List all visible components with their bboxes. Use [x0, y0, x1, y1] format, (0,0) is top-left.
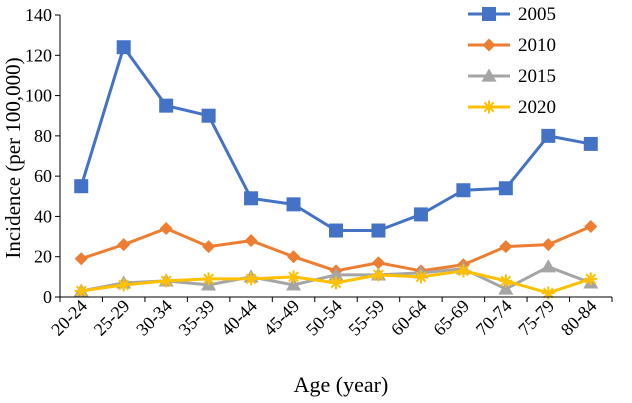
data-point-2005 [498, 181, 513, 196]
data-point-2010 [584, 220, 598, 233]
data-point-2005 [541, 128, 556, 143]
y-tick-label: 20 [34, 247, 52, 267]
x-tick-label: 55-59 [344, 296, 388, 340]
y-tick-label: 80 [34, 126, 52, 146]
y-tick-label: 40 [34, 206, 52, 226]
y-tick-label: 120 [25, 45, 52, 65]
data-point-2005 [286, 197, 301, 212]
x-axis-label: Age (year) [294, 372, 389, 397]
y-tick-label: 60 [34, 166, 52, 186]
series-layer [73, 40, 599, 300]
data-point-2010 [244, 234, 258, 248]
data-point-2020 [202, 272, 216, 286]
data-point-2015 [498, 281, 514, 295]
data-point-2005 [159, 98, 174, 113]
legend: 2005 2010 2015 2020 [468, 4, 556, 118]
series-2020 [74, 264, 598, 300]
legend-label: 2015 [518, 66, 556, 87]
legend-marker [482, 100, 496, 114]
data-point-2010 [499, 240, 513, 254]
data-point-2005 [456, 183, 471, 198]
data-point-2005 [201, 108, 216, 123]
legend-item-2020: 2020 [468, 97, 556, 118]
axes [59, 15, 612, 298]
data-point-2005 [583, 136, 598, 151]
legend-item-2005: 2005 [468, 4, 556, 25]
x-tick-label: 20-24 [47, 296, 91, 340]
data-point-2015 [328, 267, 344, 281]
x-tick-label: 45-49 [260, 296, 304, 340]
x-tick-label: 65-69 [429, 296, 473, 340]
data-point-2020 [584, 272, 598, 286]
x-tick-label: 25-29 [90, 296, 134, 340]
data-point-2020 [329, 276, 343, 290]
data-point-2020 [287, 270, 301, 284]
legend-marker [482, 38, 496, 52]
data-point-2015 [286, 277, 302, 291]
data-point-2015 [540, 259, 556, 273]
legend-label: 2020 [518, 97, 556, 118]
data-point-2020 [541, 286, 555, 300]
data-point-2020 [244, 272, 258, 286]
legend-item-2015: 2015 [468, 66, 556, 87]
data-point-2020 [117, 278, 131, 292]
data-point-2010 [541, 238, 555, 252]
x-tick-label: 80-84 [557, 296, 601, 340]
data-point-2005 [371, 223, 386, 238]
y-axis-ticks: 0 20 40 60 80 100 120 140 [25, 5, 60, 307]
x-tick-label: 40-44 [217, 296, 261, 340]
x-tick-label: 50-54 [302, 296, 346, 340]
data-point-2005 [413, 207, 428, 222]
x-tick-label: 60-64 [387, 296, 431, 340]
legend-item-2010: 2010 [468, 35, 556, 56]
data-point-2020 [74, 284, 88, 298]
data-point-2005 [244, 191, 259, 206]
data-point-2020 [499, 274, 513, 288]
data-point-2005 [74, 179, 89, 194]
y-tick-label: 100 [25, 86, 52, 106]
x-tick-label: 30-34 [132, 296, 176, 340]
data-point-2010 [287, 250, 301, 264]
data-point-2020 [456, 264, 470, 278]
data-point-2010 [74, 252, 88, 266]
y-tick-label: 140 [25, 5, 52, 25]
series-2005 [74, 40, 598, 238]
legend-marker [481, 68, 497, 82]
data-point-2010 [117, 238, 131, 252]
legend-label: 2005 [518, 4, 556, 25]
x-tick-label: 70-74 [472, 296, 516, 340]
data-point-2020 [371, 268, 385, 282]
x-axis-ticks: 20-2425-2930-3435-3940-4445-4950-5455-59… [47, 296, 613, 340]
data-point-2005 [329, 223, 343, 238]
data-point-2020 [414, 270, 428, 284]
y-axis-label: Incidence (per 100,000) [1, 57, 25, 258]
y-tick-label: 0 [43, 287, 52, 307]
legend-marker [482, 7, 496, 21]
series-line-2005 [79, 45, 592, 233]
data-point-2005 [116, 40, 131, 55]
legend-label: 2010 [518, 35, 556, 56]
data-point-2010 [159, 222, 173, 236]
data-point-2020 [159, 274, 173, 288]
x-tick-label: 35-39 [175, 296, 219, 340]
data-point-2010 [202, 240, 216, 254]
x-tick-label: 75-79 [514, 296, 558, 340]
data-point-2010 [371, 256, 385, 270]
